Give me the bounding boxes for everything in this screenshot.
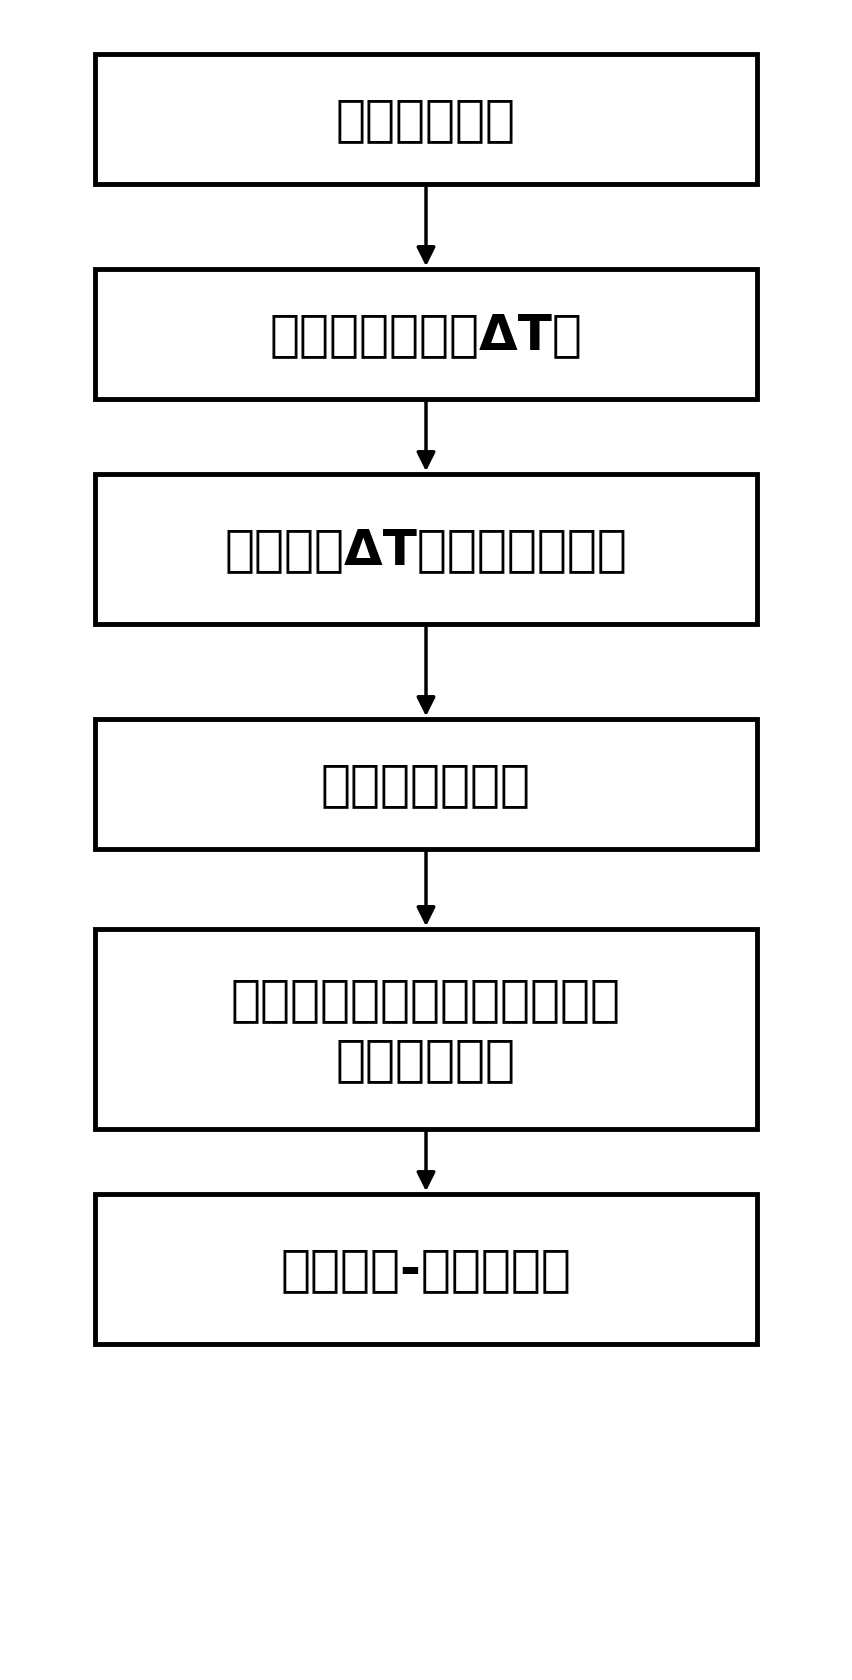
Text: 得到测点磁异常ΔT値: 得到测点磁异常ΔT値 (269, 311, 583, 360)
Bar (95, 719, 757, 850)
Bar (95, 929, 757, 1129)
Bar (95, 55, 757, 185)
Bar (95, 270, 757, 400)
Text: 获取磁测数据: 获取磁测数据 (336, 96, 516, 144)
Bar (95, 475, 757, 625)
Text: 绘制平面剖面图: 绘制平面剖面图 (321, 761, 531, 808)
Text: 初步区分氧化带、还原带和过
渡带所在区域: 初步区分氧化带、还原带和过 渡带所在区域 (231, 976, 621, 1084)
Bar (95, 1194, 757, 1344)
Text: 对磁异常ΔT値进行多点平滑: 对磁异常ΔT値进行多点平滑 (225, 526, 627, 573)
Text: 确定氧化-还原过渡带: 确定氧化-还原过渡带 (280, 1245, 572, 1294)
